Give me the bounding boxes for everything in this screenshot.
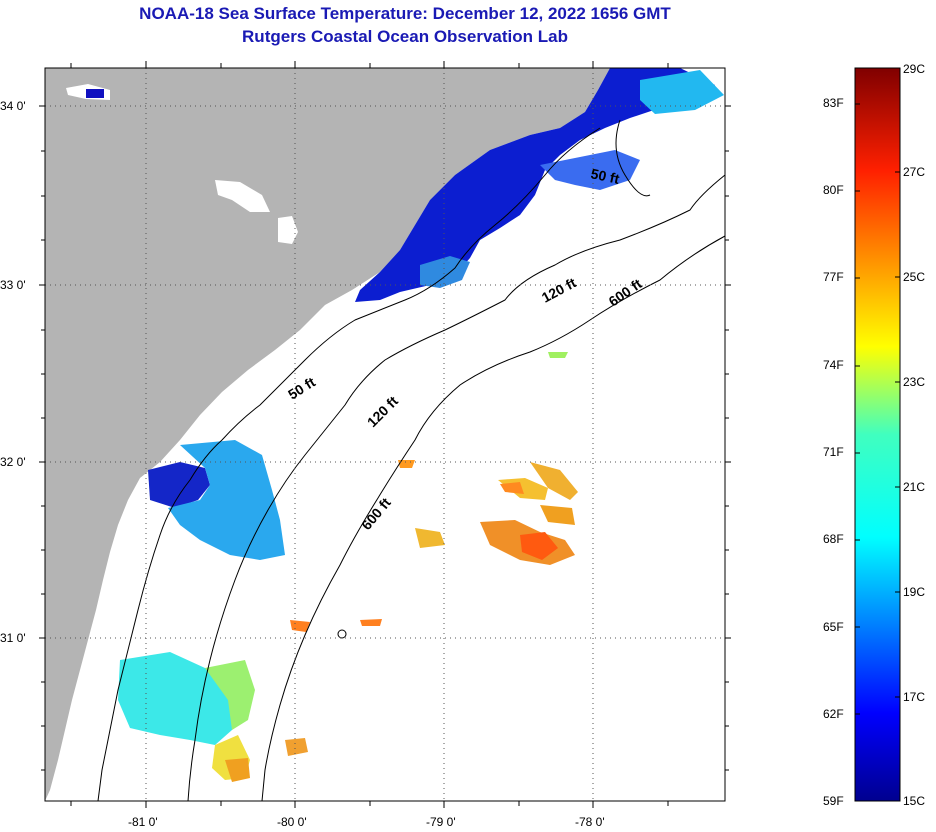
lon-label-80: -80 0'	[277, 815, 307, 829]
lat-label-32: 32 0'	[0, 455, 26, 469]
lon-label-79: -79 0'	[426, 815, 456, 829]
inland-sst-patch	[86, 89, 104, 98]
sst-north-blue	[540, 150, 640, 190]
inland-water-2	[278, 216, 298, 244]
colorbar-label-71f: 71F	[823, 445, 844, 459]
colorbar-label-29c: 29C	[903, 62, 926, 76]
lon-label-81: -81 0'	[128, 815, 158, 829]
colorbar-label-65f: 65F	[823, 620, 844, 634]
colorbar-label-80f: 80F	[823, 183, 844, 197]
colorbar-label-15c: 15C	[903, 794, 926, 808]
lat-label-34: 34 0'	[0, 99, 26, 113]
sst-north-plume	[355, 68, 715, 302]
sst-gulf-7	[415, 528, 445, 548]
colorbar-ticks	[855, 67, 900, 715]
colorbar-label-23c: 23C	[903, 375, 926, 389]
sst-gulf-5	[520, 532, 558, 560]
graticule	[45, 68, 725, 801]
map-title: NOAA-18 Sea Surface Temperature: Decembe…	[139, 4, 671, 23]
sst-gulf-11	[285, 738, 308, 756]
sst-fl-cyan	[118, 652, 240, 745]
colorbar-label-17c: 17C	[903, 690, 926, 704]
map-subtitle: Rutgers Coastal Ocean Observation Lab	[242, 27, 568, 46]
map-frame	[44, 67, 726, 802]
sst-fl-green	[205, 660, 255, 730]
contour-120ft-line	[187, 174, 725, 801]
inland-water	[215, 180, 270, 212]
colorbar-label-25c: 25C	[903, 270, 926, 284]
sst-gulf-12	[548, 352, 568, 358]
contour-50ft-line	[97, 119, 651, 801]
contour-600ft-line	[261, 235, 725, 801]
seamount-contour	[337, 629, 347, 639]
sst-north-cyan	[640, 70, 724, 114]
colorbar-label-74f: 74F	[823, 358, 844, 372]
sst-ga-cyan	[168, 440, 285, 560]
colorbar-label-83f: 83F	[823, 96, 844, 110]
colorbar-label-59f: 59F	[823, 794, 844, 808]
colorbar-label-68f: 68F	[823, 532, 844, 546]
colorbar	[854, 67, 901, 802]
colorbar-label-77f: 77F	[823, 270, 844, 284]
sst-gulf-2	[500, 482, 524, 494]
colorbar-label-21c: 21C	[903, 480, 926, 494]
colorbar-label-27c: 27C	[903, 165, 926, 179]
sst-fl-orange	[225, 758, 250, 782]
sst-gulf-6	[540, 505, 575, 525]
sst-gulf-3	[530, 462, 578, 500]
colorbar-label-19c: 19C	[903, 585, 926, 599]
contour-label-50ft-north: 50 ft	[589, 165, 621, 187]
lon-label-78: -78 0'	[575, 815, 605, 829]
sst-gulf-10	[360, 619, 382, 626]
lat-label-33: 33 0'	[0, 278, 26, 292]
lat-label-31: 31 0'	[0, 631, 26, 645]
land-mass	[45, 68, 610, 801]
colorbar-label-62f: 62F	[823, 707, 844, 721]
tick-marks	[39, 61, 731, 808]
